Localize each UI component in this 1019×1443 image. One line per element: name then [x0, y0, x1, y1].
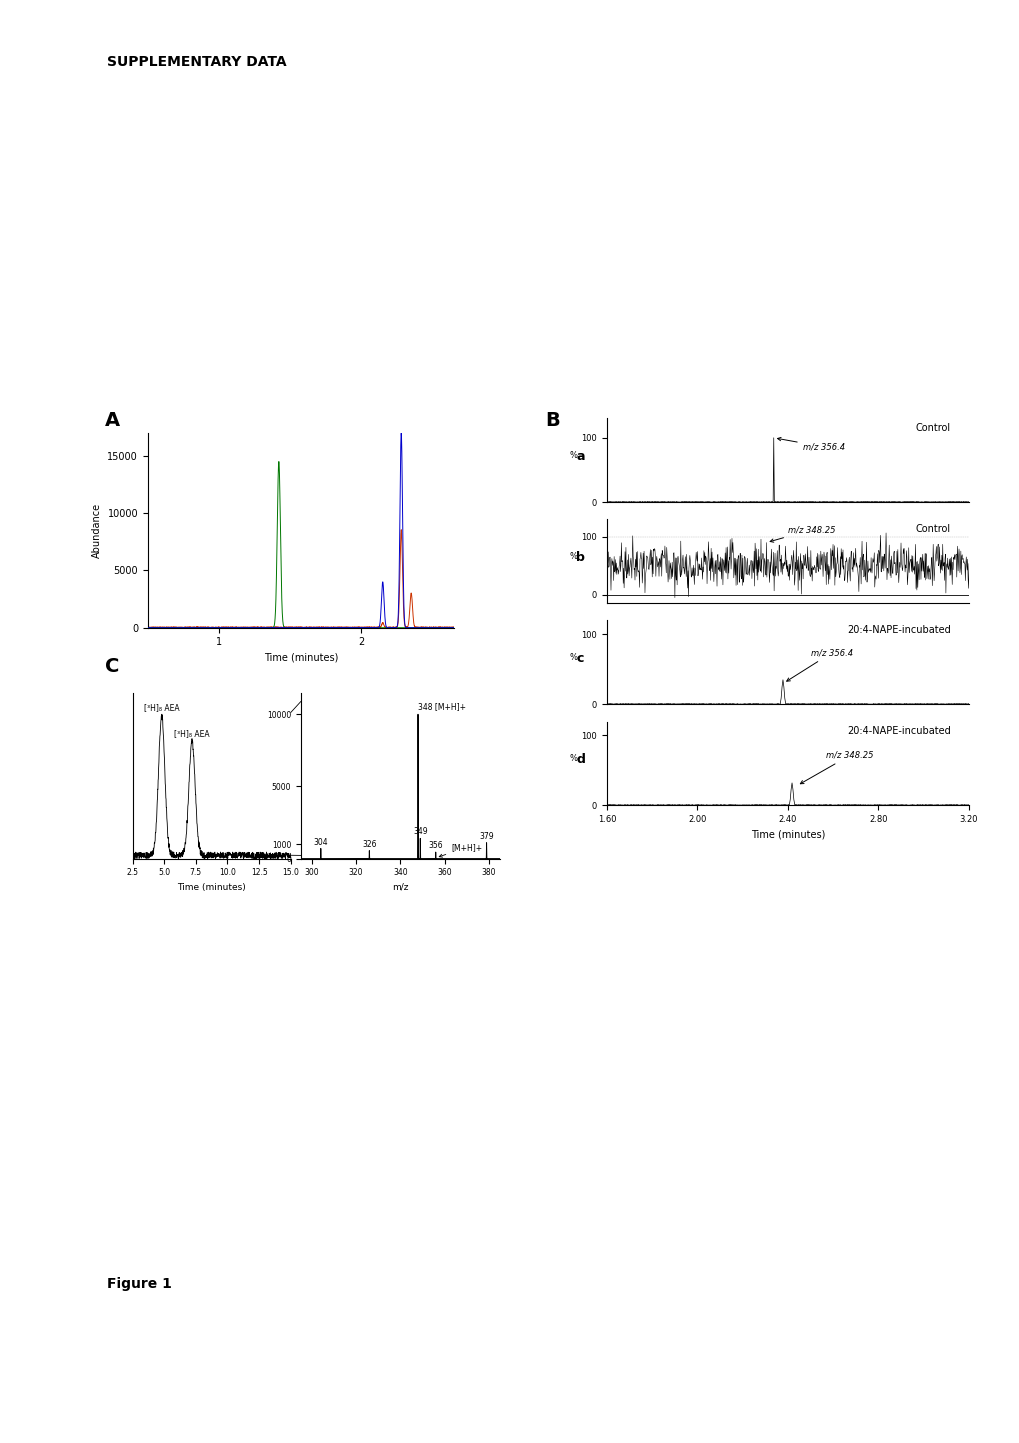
- Text: SUPPLEMENTARY DATA: SUPPLEMENTARY DATA: [107, 55, 286, 69]
- Y-axis label: %: %: [569, 553, 577, 561]
- Text: 326: 326: [362, 840, 376, 848]
- Y-axis label: %: %: [569, 755, 577, 763]
- Y-axis label: Abundance: Abundance: [92, 502, 102, 558]
- Text: [³H]₈ AEA: [³H]₈ AEA: [144, 703, 179, 713]
- Text: 20:4-NAPE-incubated: 20:4-NAPE-incubated: [847, 625, 950, 635]
- Text: m/z 356.4: m/z 356.4: [786, 648, 852, 681]
- Y-axis label: %: %: [569, 654, 577, 662]
- Text: b: b: [576, 551, 585, 564]
- Text: Control: Control: [915, 524, 950, 534]
- Text: a: a: [576, 450, 584, 463]
- X-axis label: Time (minutes): Time (minutes): [177, 883, 246, 892]
- Text: B: B: [545, 411, 559, 430]
- X-axis label: Time (minutes): Time (minutes): [264, 654, 337, 662]
- Text: 304: 304: [313, 838, 328, 847]
- Text: Figure 1: Figure 1: [107, 1277, 172, 1291]
- Text: 20:4-NAPE-incubated: 20:4-NAPE-incubated: [847, 726, 950, 736]
- Text: 356: 356: [428, 841, 442, 850]
- Text: d: d: [576, 753, 585, 766]
- Text: C: C: [105, 657, 119, 675]
- Text: [M+H]+: [M+H]+: [439, 843, 482, 857]
- Text: Control: Control: [915, 423, 950, 433]
- Y-axis label: %: %: [569, 452, 577, 460]
- Text: m/z 348.25: m/z 348.25: [800, 750, 873, 784]
- X-axis label: m/z: m/z: [391, 883, 409, 892]
- Text: A: A: [105, 411, 120, 430]
- Text: 348 [M+H]+: 348 [M+H]+: [418, 703, 466, 711]
- Text: m/z 356.4: m/z 356.4: [776, 437, 844, 452]
- X-axis label: Time (minutes): Time (minutes): [750, 830, 824, 840]
- Text: m/z 348.25: m/z 348.25: [769, 525, 835, 543]
- Text: c: c: [576, 652, 583, 665]
- Text: 379: 379: [479, 831, 493, 840]
- Text: [³H]₈ AEA: [³H]₈ AEA: [174, 730, 210, 739]
- Text: 349: 349: [413, 827, 427, 835]
